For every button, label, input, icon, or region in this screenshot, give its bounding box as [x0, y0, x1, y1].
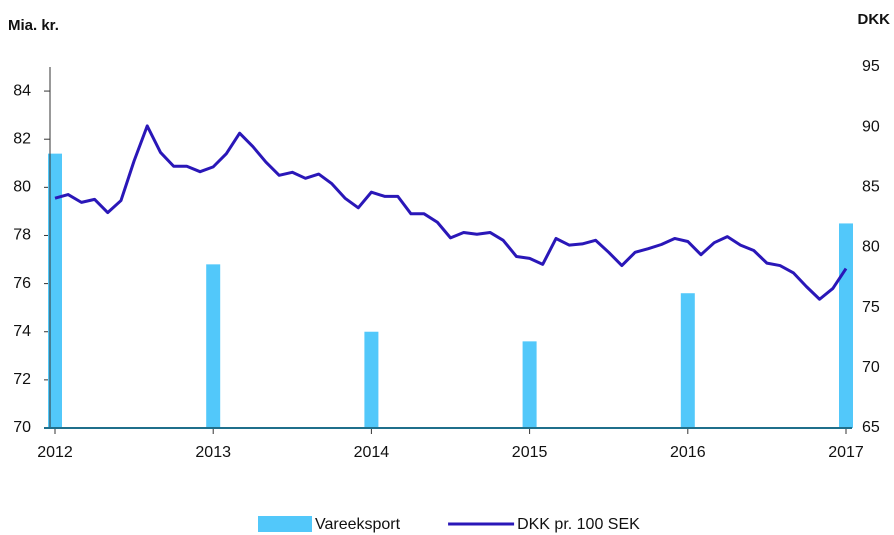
legend-label: DKK pr. 100 SEK — [517, 516, 640, 533]
line — [54, 124, 848, 301]
y-tick-label: 72 — [13, 371, 31, 388]
y2-tick-label: 95 — [862, 58, 880, 75]
bar — [206, 264, 221, 428]
y-tick-label: 70 — [13, 419, 31, 436]
bar — [48, 153, 62, 428]
x-tick-label: 2017 — [828, 444, 864, 461]
bar — [364, 331, 379, 428]
y-axis-label: Mia. kr. — [8, 17, 59, 34]
bar — [680, 293, 695, 428]
x-tick-label: 2013 — [195, 444, 231, 461]
y2-tick-label: 75 — [862, 299, 880, 316]
y2-axis-label: DKK — [858, 11, 891, 28]
y2-tick-label: 80 — [862, 239, 880, 256]
y2-tick-label: 65 — [862, 419, 880, 436]
y2-tick-label: 90 — [862, 118, 880, 135]
bar — [839, 223, 853, 428]
x-tick-label: 2012 — [37, 444, 73, 461]
y-tick-label: 84 — [13, 82, 31, 99]
x-tick-label: 2015 — [512, 444, 548, 461]
bar — [522, 341, 537, 428]
x-tick-label: 2014 — [354, 444, 390, 461]
y-tick-label: 74 — [13, 323, 31, 340]
legend-label: Vareeksport — [315, 516, 401, 533]
y2-tick-label: 85 — [862, 179, 880, 196]
y-tick-label: 78 — [13, 227, 31, 244]
y-tick-label: 80 — [13, 179, 31, 196]
y2-tick-label: 70 — [862, 359, 880, 376]
x-tick-label: 2016 — [670, 444, 706, 461]
legend-swatch — [258, 516, 312, 532]
y-tick-label: 82 — [13, 130, 31, 147]
y-tick-label: 76 — [13, 275, 31, 292]
